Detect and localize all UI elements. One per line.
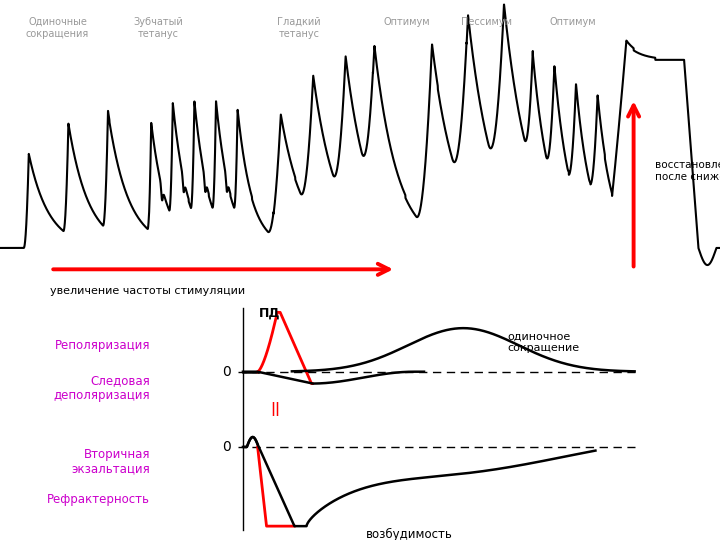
Text: ПД: ПД <box>259 306 281 319</box>
Text: одиночное
сокращение: одиночное сокращение <box>508 331 580 353</box>
Text: Оптимум: Оптимум <box>549 17 595 27</box>
Text: возбудимость: возбудимость <box>366 528 453 540</box>
Text: Следовая
деполяризация: Следовая деполяризация <box>53 374 150 402</box>
Text: ||: || <box>270 402 280 416</box>
Text: восстановление оптимума
после снижения частоты: восстановление оптимума после снижения ч… <box>655 160 720 182</box>
Text: 0: 0 <box>222 364 230 379</box>
Text: Реполяризация: Реполяризация <box>55 339 150 352</box>
Text: Одиночные
сокращения: Одиночные сокращения <box>26 17 89 39</box>
Text: Вторичная
экзальтация: Вторичная экзальтация <box>71 448 150 476</box>
Text: Гладкий
тетанус: Гладкий тетанус <box>277 17 320 39</box>
Text: 0: 0 <box>222 440 230 454</box>
Text: Оптимум: Оптимум <box>384 17 430 27</box>
Text: Зубчатый
тетанус: Зубчатый тетанус <box>133 17 184 39</box>
Text: увеличение частоты стимуляции: увеличение частоты стимуляции <box>50 286 246 296</box>
Text: Пессимум: Пессимум <box>461 17 511 27</box>
Text: Рефрактерность: Рефрактерность <box>47 493 150 506</box>
